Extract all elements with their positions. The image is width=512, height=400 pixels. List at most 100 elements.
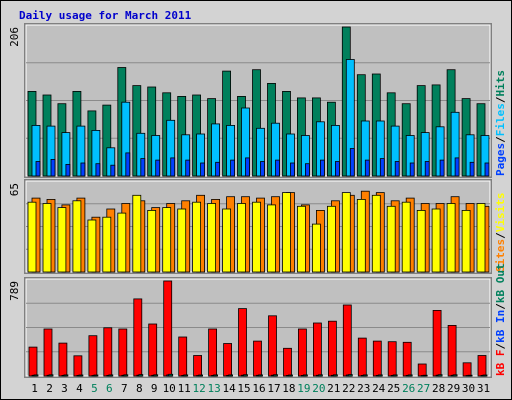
- x-tick-label-22: 22: [342, 382, 355, 395]
- bar-bottom-kb-f-31: [477, 355, 487, 377]
- x-tick-label-8: 8: [136, 382, 143, 395]
- x-tick-label-7: 7: [121, 382, 128, 395]
- x-tick-label-29: 29: [447, 382, 460, 395]
- bar-middle-visits-18: [282, 192, 291, 273]
- bar-bottom-kb-f-3: [58, 342, 68, 377]
- bar-top-pages-26: [409, 162, 415, 177]
- bar-bottom-kb-out-23: [362, 374, 368, 377]
- bar-bottom-kb-out-29: [452, 374, 458, 377]
- bar-bottom-kb-out-10: [168, 373, 174, 377]
- bar-bottom-kb-f-25: [387, 341, 397, 377]
- bar-middle-visits-17: [267, 204, 276, 273]
- bar-top-pages-16: [260, 161, 265, 177]
- bar-bottom-kb-f-11: [178, 336, 188, 377]
- bar-top-pages-20: [319, 159, 325, 177]
- bar-middle-visits-30: [461, 209, 471, 273]
- bar-bottom-kb-f-21: [327, 320, 337, 377]
- bar-bottom-kb-out-2: [48, 374, 54, 377]
- legend-item-bottom-4: kB Out: [494, 263, 507, 303]
- x-tick-label-14: 14: [222, 382, 236, 395]
- bar-bottom-kb-f-5: [88, 335, 98, 377]
- bar-middle-visits-28: [431, 208, 441, 273]
- x-tick-label-11: 11: [178, 382, 191, 395]
- legend-item-middle-1: /: [494, 232, 507, 239]
- bar-bottom-kb-f-10: [163, 280, 173, 377]
- x-tick-label-30: 30: [462, 382, 475, 395]
- bar-bottom-kb-f-9: [148, 323, 158, 377]
- bar-middle-visits-4: [72, 200, 82, 273]
- bar-top-pages-10: [170, 157, 176, 177]
- y-axis-max-label-middle: 65: [8, 183, 21, 196]
- bar-bottom-kb-out-30: [467, 374, 473, 377]
- bar-bottom-kb-f-22: [342, 304, 352, 377]
- bar-middle-visits-9: [147, 209, 157, 273]
- bar-bottom-kb-f-4: [73, 355, 83, 377]
- bar-middle-visits-31: [476, 203, 486, 273]
- bar-bottom-kb-f-15: [238, 308, 247, 377]
- x-tick-label-26: 26: [402, 382, 415, 395]
- bar-bottom-kb-f-18: [283, 347, 292, 377]
- x-tick-label-31: 31: [477, 382, 490, 395]
- bar-bottom-kb-f-24: [372, 340, 382, 377]
- bar-middle-visits-12: [192, 201, 202, 273]
- bar-top-pages-25: [394, 161, 400, 177]
- bar-middle-visits-20: [311, 223, 321, 273]
- legend-item-bottom-0: kB F: [494, 350, 507, 377]
- bar-bottom-kb-f-8: [133, 298, 143, 377]
- bar-middle-visits-25: [386, 205, 396, 273]
- legend-item-top-1: /: [494, 136, 507, 143]
- bar-bottom-kb-f-28: [432, 309, 442, 377]
- bar-top-pages-22: [349, 148, 355, 177]
- bar-bottom-kb-out-21: [332, 374, 338, 377]
- bar-top-pages-8: [140, 158, 146, 177]
- bar-top-pages-3: [65, 163, 71, 177]
- x-tick-label-28: 28: [432, 382, 445, 395]
- bar-middle-visits-13: [207, 203, 217, 273]
- x-tick-label-17: 17: [267, 382, 280, 395]
- bar-top-pages-24: [379, 158, 385, 177]
- bar-middle-visits-24: [371, 194, 381, 273]
- bar-bottom-kb-f-29: [447, 324, 457, 377]
- bar-top-pages-14: [230, 159, 236, 177]
- bar-middle-visits-8: [132, 194, 142, 273]
- legend-bottom: kB F/kB In/kB Out: [494, 263, 507, 376]
- bar-middle-visits-1: [27, 201, 37, 273]
- bar-bottom-kb-f-14: [223, 343, 233, 377]
- bar-bottom-kb-f-2: [43, 328, 53, 377]
- x-tick-label-1: 1: [31, 382, 38, 395]
- panel-middle: 65 Sites/Visits: [8, 179, 507, 274]
- legend-item-top-4: Hits: [494, 70, 507, 97]
- bar-bottom-kb-out-27: [422, 374, 428, 377]
- x-tick-label-4: 4: [76, 382, 83, 395]
- bar-bottom-kb-out-15: [243, 374, 248, 377]
- bar-top-pages-27: [424, 161, 430, 177]
- bar-middle-visits-21: [326, 205, 336, 273]
- bar-top-pages-17: [275, 159, 280, 177]
- bar-bottom-kb-out-20: [317, 374, 323, 377]
- bar-bottom-kb-out-28: [437, 374, 443, 377]
- legend-item-middle-2: Visits: [494, 193, 507, 233]
- bar-bottom-kb-f-12: [193, 355, 203, 377]
- bar-top-pages-28: [439, 159, 445, 177]
- x-tick-label-5: 5: [91, 382, 98, 395]
- bar-bottom-kb-out-4: [78, 374, 84, 377]
- bar-middle-visits-15: [237, 203, 246, 273]
- x-tick-label-12: 12: [192, 382, 205, 395]
- bar-bottom-kb-out-12: [198, 374, 204, 377]
- bar-middle-visits-2: [42, 203, 52, 273]
- bar-bottom-kb-f-13: [208, 328, 218, 377]
- x-tick-label-19: 19: [297, 382, 310, 395]
- bar-bottom-kb-f-1: [28, 346, 38, 377]
- bar-bottom-kb-out-6: [108, 374, 114, 377]
- bar-bottom-kb-out-8: [138, 374, 144, 377]
- bar-top-pages-1: [35, 161, 41, 177]
- bar-bottom-kb-f-7: [118, 328, 128, 377]
- bar-top-pages-30: [469, 161, 475, 177]
- bar-top-pages-29: [454, 157, 460, 177]
- bar-top-pages-13: [215, 161, 221, 177]
- bar-bottom-kb-f-30: [462, 362, 472, 377]
- legend-item-bottom-2: kB In: [494, 310, 507, 343]
- bar-bottom-kb-out-9: [153, 374, 159, 377]
- x-tick-label-10: 10: [163, 382, 176, 395]
